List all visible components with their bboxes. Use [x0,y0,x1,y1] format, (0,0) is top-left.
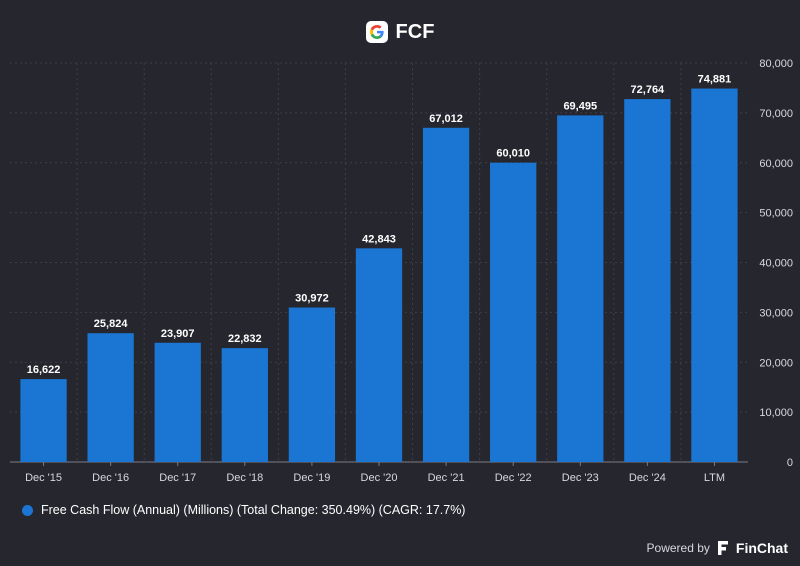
data-label: 72,764 [631,84,666,96]
y-tick-label: 60,000 [759,158,793,170]
x-tick-label: Dec '19 [293,472,330,484]
powered-by-text: Powered by [646,541,710,555]
x-tick-label: Dec '23 [562,472,599,484]
bar [624,99,671,463]
bar [691,88,738,463]
data-label: 42,843 [362,233,396,245]
chart-title: FCF [395,20,435,43]
x-tick-label: Dec '18 [226,472,263,484]
data-label: 22,832 [228,333,262,345]
y-tick-label: 70,000 [759,108,793,120]
x-tick-label: Dec '15 [25,472,62,484]
chart-header: FCF [0,18,800,46]
y-tick-label: 80,000 [759,58,793,70]
bar [20,379,67,462]
x-tick-label: Dec '20 [361,472,398,484]
data-label: 30,972 [295,293,329,305]
bar [422,127,470,462]
powered-by-footer[interactable]: Powered by FinChat [647,540,788,556]
bar [557,115,604,463]
data-label: 25,824 [94,318,129,330]
y-tick-label: 30,000 [759,307,793,319]
y-tick-label: 40,000 [759,258,793,270]
y-tick-label: 20,000 [759,357,793,369]
x-tick-label: Dec '24 [629,472,666,484]
finchat-logo-icon [717,541,728,555]
legend-label: Free Cash Flow (Annual) (Millions) (Tota… [41,503,466,517]
data-label: 23,907 [161,328,195,340]
bar [288,307,336,462]
bar [221,348,268,462]
y-tick-label: 10,000 [759,407,793,419]
data-label: 60,010 [496,148,530,160]
y-tick-label: 50,000 [759,208,793,220]
bar [154,342,201,462]
x-tick-label: Dec '21 [428,472,465,484]
data-label: 69,495 [563,100,597,112]
google-logo-icon [365,21,388,43]
x-tick-label: Dec '16 [92,472,129,484]
y-tick-label: 0 [787,457,793,469]
x-tick-label: Dec '22 [495,472,532,484]
legend[interactable]: Free Cash Flow (Annual) (Millions) (Tota… [22,503,465,517]
bar [490,162,537,462]
finchat-brand: FinChat [735,540,788,556]
legend-swatch [22,504,33,516]
bar [87,333,134,462]
x-tick-label: Dec '17 [159,472,196,484]
bar [355,248,403,462]
data-label: 74,881 [698,74,732,86]
x-tick-label: LTM [704,472,725,484]
data-label: 67,012 [429,113,463,125]
data-label: 16,622 [27,364,61,376]
